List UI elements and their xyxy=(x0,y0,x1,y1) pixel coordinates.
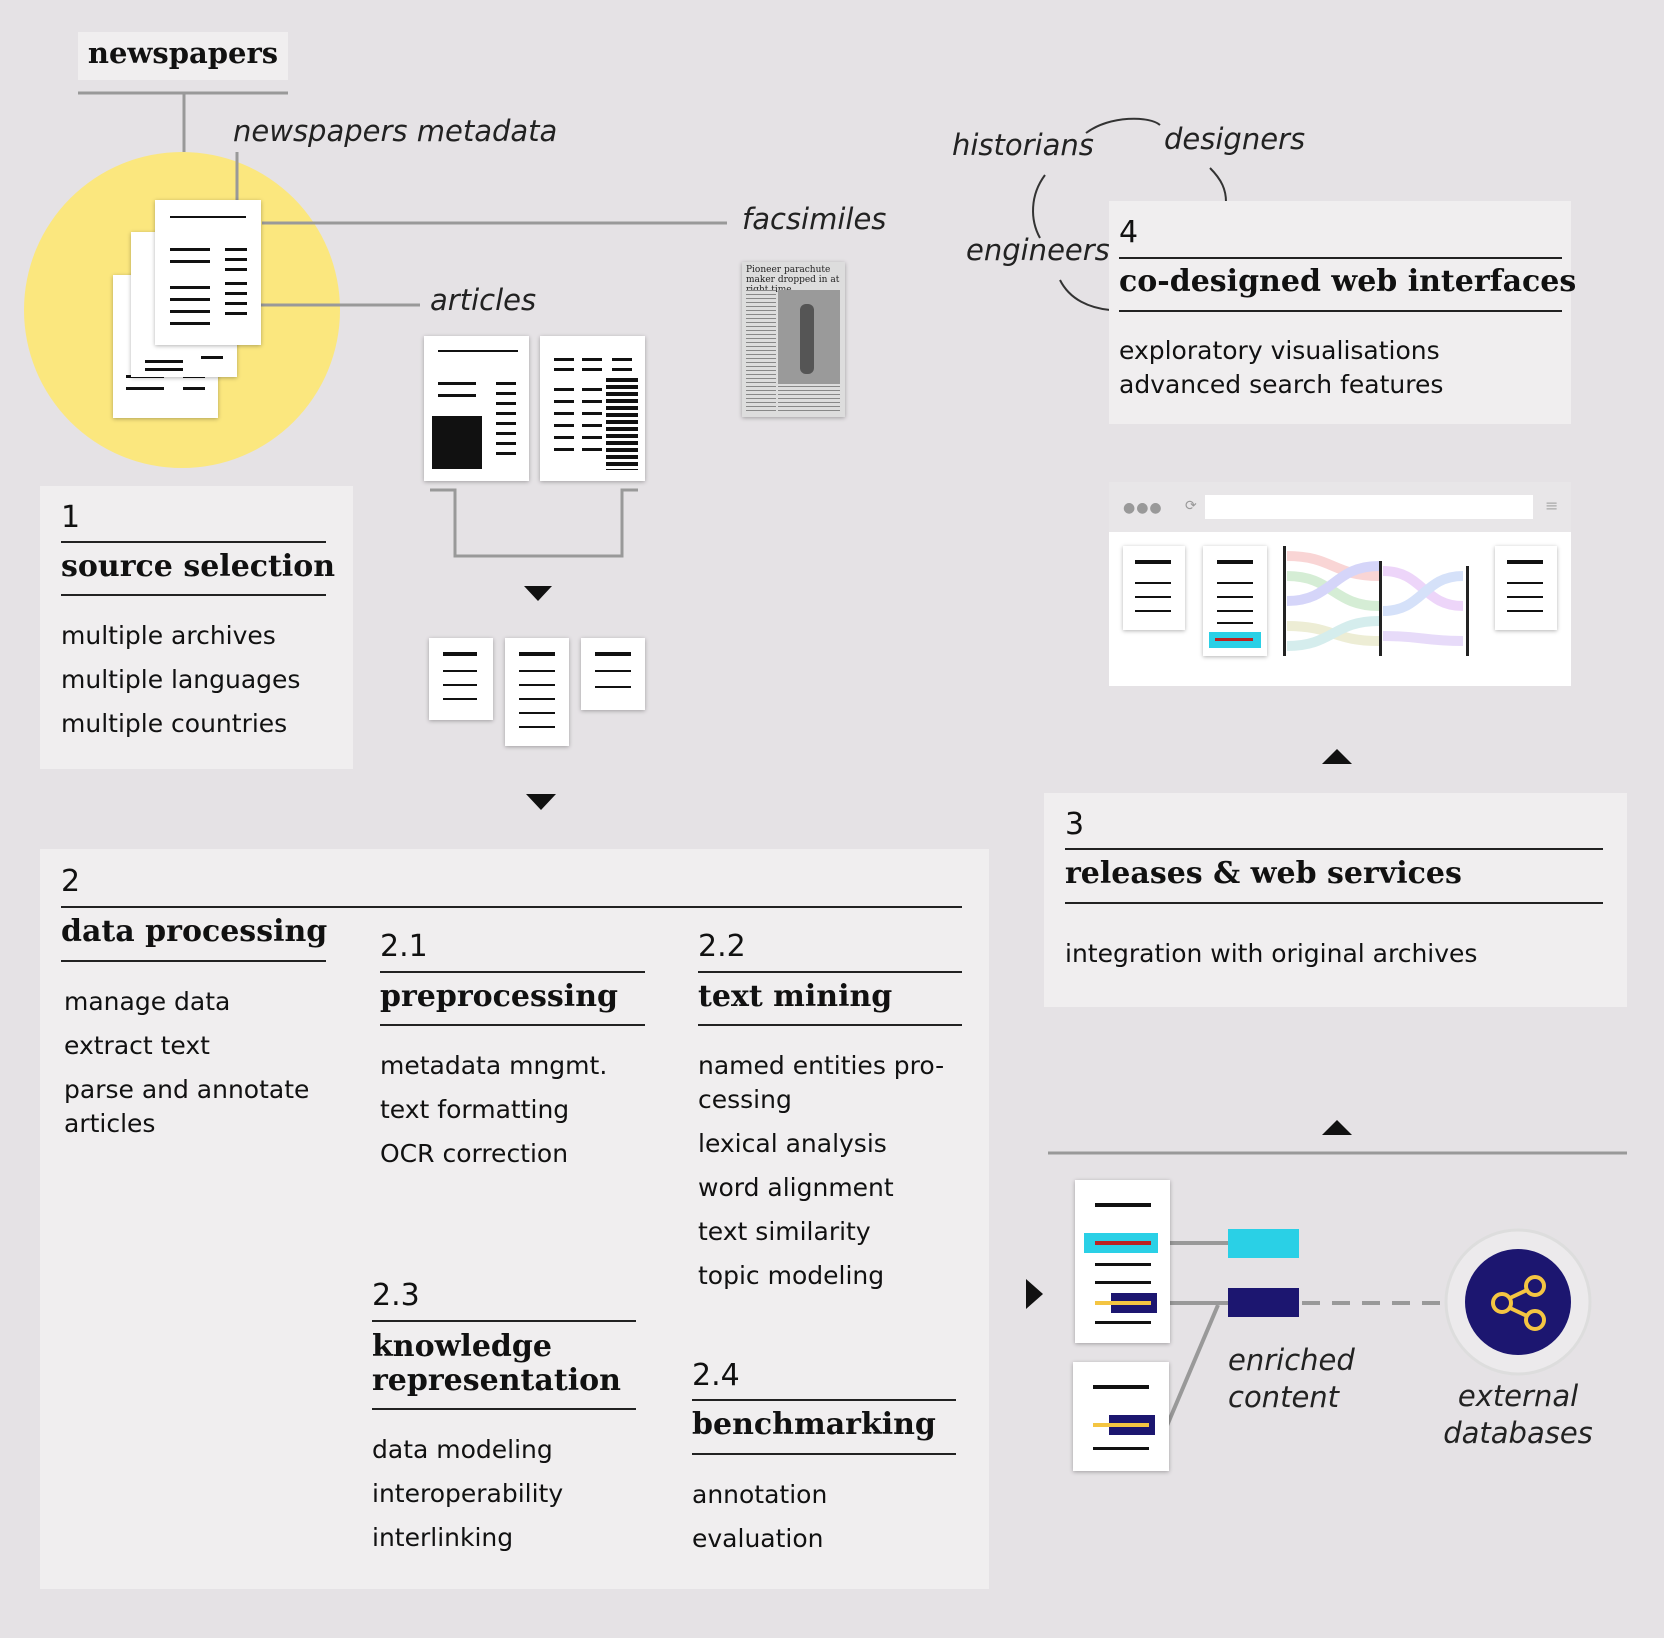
share-icon-circle xyxy=(1465,1249,1571,1355)
browser-mockup: ●●● ⟳ ≡ xyxy=(1109,482,1571,686)
s2-number: 2 xyxy=(61,864,81,899)
s2-item: extract text xyxy=(64,1031,210,1060)
s24-number: 2.4 xyxy=(692,1358,740,1393)
s21-item: OCR correction xyxy=(380,1139,569,1168)
s3-item: integration with original archives xyxy=(1065,939,1478,968)
s22-item: lexical analysis xyxy=(698,1129,887,1158)
s22-items: named entities pro-cessing lexical analy… xyxy=(698,1044,948,1298)
s4-title: co-designed web interfaces xyxy=(1119,264,1577,299)
s2-items: manage data extract text parse and annot… xyxy=(64,980,334,1141)
share-icon xyxy=(1491,1275,1546,1331)
enriched-content-label: enriched content xyxy=(1228,1343,1355,1414)
s23-items: data modeling interoperability interlink… xyxy=(372,1428,642,1560)
s1-items: multiple archives multiple languages mul… xyxy=(61,614,331,746)
s4-item: exploratory visualisations xyxy=(1119,336,1440,365)
extracted-article-2 xyxy=(505,638,569,746)
up-arrow-1 xyxy=(1322,749,1352,764)
down-arrow-1 xyxy=(524,586,552,601)
external-databases-label: external databases xyxy=(1443,1379,1593,1450)
s24-items: annotation evaluation xyxy=(692,1473,952,1561)
facsimile-thumbnail: Pioneer parachute maker dropped in at ri… xyxy=(742,262,845,417)
article-page-1 xyxy=(424,336,529,481)
s22-item: text similarity xyxy=(698,1217,871,1246)
extracted-article-3 xyxy=(581,638,645,710)
s22-number: 2.2 xyxy=(698,929,746,964)
browser-doc-3 xyxy=(1495,546,1557,630)
s1-number: 1 xyxy=(61,500,81,535)
s22-item: topic modeling xyxy=(698,1261,885,1290)
article-page-2 xyxy=(540,336,645,481)
sankey-visualisation xyxy=(1283,546,1469,656)
s23-title: knowledge representation xyxy=(372,1329,621,1398)
s22-item: named entities pro-cessing xyxy=(698,1051,945,1114)
s21-item: text formatting xyxy=(380,1095,570,1124)
browser-doc-1 xyxy=(1123,546,1185,630)
s4-item: advanced search features xyxy=(1119,370,1444,399)
up-arrow-2 xyxy=(1322,1120,1352,1135)
menu-icon: ≡ xyxy=(1545,496,1559,515)
s24-title: benchmarking xyxy=(692,1407,936,1442)
engineers-label: engineers xyxy=(966,233,1110,267)
s21-item: metadata mngmt. xyxy=(380,1051,608,1080)
s3-number: 3 xyxy=(1065,807,1085,842)
s23-number: 2.3 xyxy=(372,1278,420,1313)
s23-item: interoperability xyxy=(372,1479,564,1508)
web-interfaces-panel xyxy=(1109,201,1571,424)
facsimiles-label: facsimiles xyxy=(742,202,887,236)
address-bar xyxy=(1205,495,1533,519)
enriched-entity-navy xyxy=(1228,1288,1299,1317)
metadata-label: newspapers metadata xyxy=(233,114,558,148)
enriched-entity-cyan xyxy=(1228,1229,1299,1258)
s2-item: parse and annotate articles xyxy=(64,1075,310,1138)
s22-title: text mining xyxy=(698,979,893,1014)
s3-items: integration with original archives xyxy=(1065,932,1605,976)
down-arrow-2 xyxy=(526,794,556,810)
s4-items: exploratory visualisations advanced sear… xyxy=(1119,334,1559,402)
s2-title: data processing xyxy=(61,914,328,949)
s23-item: data modeling xyxy=(372,1435,553,1464)
s23-item: interlinking xyxy=(372,1523,514,1552)
enriched-doc-1 xyxy=(1075,1180,1170,1343)
s2-item: manage data xyxy=(64,987,231,1016)
s24-item: evaluation xyxy=(692,1524,824,1553)
window-dots-icon: ●●● xyxy=(1123,500,1163,516)
s21-number: 2.1 xyxy=(380,929,428,964)
reload-icon: ⟳ xyxy=(1185,498,1197,514)
enriched-doc-2 xyxy=(1073,1362,1169,1471)
s1-item: multiple countries xyxy=(61,709,288,738)
source-selection-panel xyxy=(40,486,353,769)
releases-panel xyxy=(1044,793,1627,1007)
s1-item: multiple languages xyxy=(61,665,301,694)
designers-label: designers xyxy=(1164,122,1306,156)
s4-number: 4 xyxy=(1119,215,1139,250)
newspapers-label-box xyxy=(78,32,288,80)
s3-title: releases & web services xyxy=(1065,856,1462,891)
browser-doc-2 xyxy=(1203,546,1267,656)
s1-title: source selection xyxy=(61,549,336,584)
right-arrow xyxy=(1026,1279,1043,1309)
s21-title: preprocessing xyxy=(380,979,618,1014)
articles-label: articles xyxy=(430,283,537,317)
s1-item: multiple archives xyxy=(61,621,276,650)
newspapers-label: newspapers xyxy=(87,36,279,70)
extracted-article-1 xyxy=(429,638,493,720)
s21-items: metadata mngmt. text formatting OCR corr… xyxy=(380,1044,660,1176)
s22-item: word alignment xyxy=(698,1173,894,1202)
newspaper-page-front xyxy=(155,200,261,345)
historians-label: historians xyxy=(952,128,1094,162)
s24-item: annotation xyxy=(692,1480,828,1509)
